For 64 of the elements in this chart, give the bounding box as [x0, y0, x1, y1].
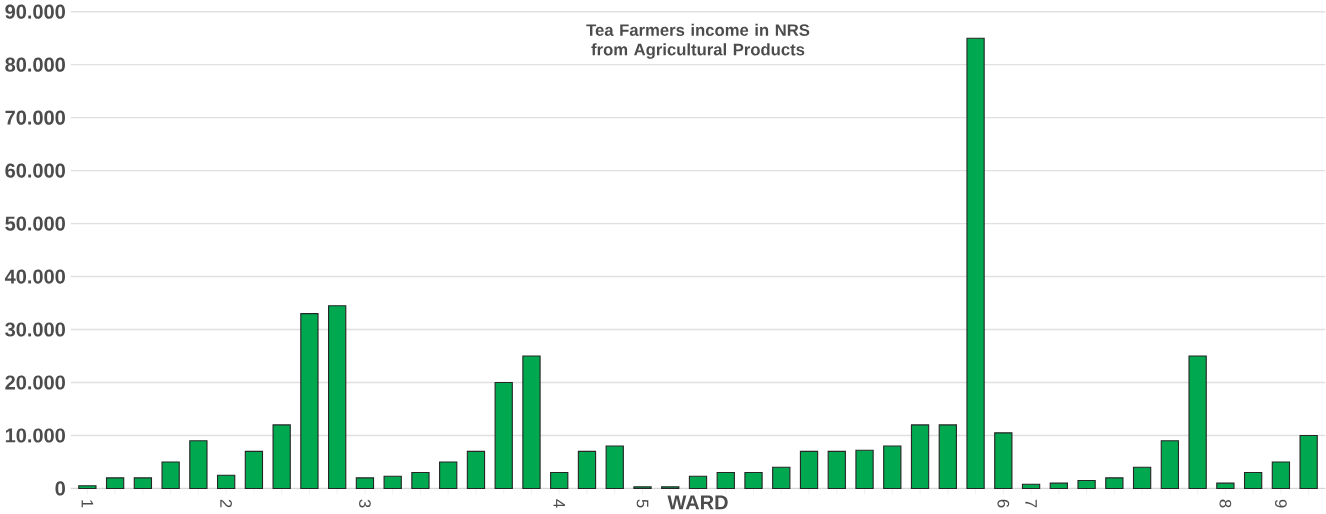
y-tick-label: 10.000: [5, 428, 65, 443]
bar: [827, 450, 846, 490]
bar: [1160, 440, 1180, 490]
bar: [105, 477, 125, 490]
bar: [1188, 355, 1207, 490]
y-tick-label: 0: [55, 481, 65, 496]
bar: [272, 424, 291, 490]
y-tick-label: 60.000: [5, 163, 65, 178]
bar: [994, 432, 1013, 490]
bar: [78, 485, 97, 490]
bar: [716, 472, 735, 490]
text: Tea Farmers income in NRS from Agricultural Products: [586, 23, 810, 59]
bar: [522, 355, 541, 490]
x-tick-label: 3: [359, 499, 371, 508]
x-tick-label: 7: [1025, 499, 1037, 508]
x-tick-label: 4: [553, 499, 565, 508]
y-tick-label: 30.000: [5, 322, 65, 337]
x-axis-title: WARD: [667, 495, 728, 510]
bar: [799, 450, 819, 490]
y-tick-label: 50.000: [5, 216, 65, 231]
bar: [133, 477, 153, 490]
bar: [383, 475, 402, 490]
bar: [1271, 461, 1291, 490]
bar: [910, 424, 930, 490]
bar: [355, 477, 375, 490]
bar: [189, 440, 208, 490]
bar: [300, 313, 319, 490]
x-tick-label: 8: [1219, 499, 1232, 508]
y-tick-label: 80.000: [5, 57, 65, 72]
bar: [161, 461, 180, 490]
bar: [1077, 480, 1096, 490]
bar: [938, 424, 957, 490]
bar: [1021, 483, 1041, 490]
bar: [439, 461, 458, 490]
bar: [550, 472, 569, 490]
x-tick-label: 2: [220, 499, 232, 508]
bar: [244, 450, 264, 490]
bar: [216, 474, 236, 490]
x-tick-label: 9: [1275, 499, 1287, 508]
bar: [966, 37, 985, 490]
y-tick-label: 90.000: [5, 4, 65, 19]
bar: [883, 445, 902, 490]
bar: [1049, 482, 1069, 490]
bar: [1216, 482, 1235, 490]
bar: [1105, 477, 1124, 490]
y-tick-label: 20.000: [5, 375, 65, 390]
x-tick-label: 5: [636, 499, 649, 508]
bar: [466, 450, 486, 490]
bar: [855, 449, 874, 490]
bar: [1299, 434, 1318, 490]
bar: [744, 472, 763, 490]
bar: [577, 450, 597, 490]
bar: [1243, 472, 1263, 490]
bar: [494, 382, 513, 490]
bar: [772, 466, 791, 490]
y-tick-label: 40.000: [4, 269, 65, 284]
bar: [688, 475, 708, 490]
bar: [1132, 466, 1152, 490]
bar: [411, 472, 430, 490]
bar: [328, 305, 347, 490]
bar: [605, 445, 624, 490]
x-tick-label: 1: [81, 500, 94, 508]
y-tick-label: 70.000: [5, 110, 65, 125]
x-tick-label: 6: [997, 499, 1010, 508]
